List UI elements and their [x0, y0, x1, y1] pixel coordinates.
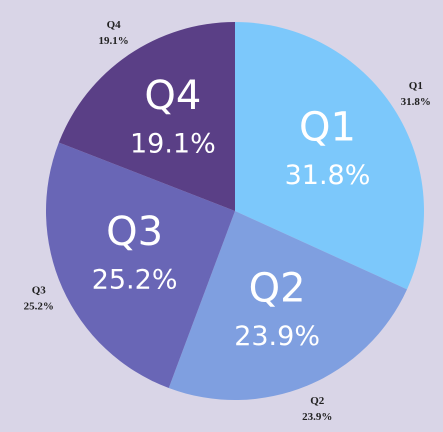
slice-percent: 25.2%: [92, 264, 178, 295]
slice-percent: 23.9%: [234, 321, 320, 352]
outer-percent: 25.2%: [24, 300, 54, 312]
pie-slice: [45, 142, 235, 389]
outer-percent: 19.1%: [98, 35, 128, 47]
pie-slice: [235, 22, 424, 290]
pie-slice: [168, 211, 408, 400]
outer-name: Q3: [32, 284, 47, 296]
outer-name: Q2: [310, 395, 325, 407]
outer-name: Q4: [107, 19, 122, 31]
slice-name: Q1: [299, 104, 356, 150]
outer-name: Q1: [409, 80, 423, 92]
outer-percent: 31.8%: [401, 96, 431, 108]
slice-name: Q3: [106, 209, 163, 255]
slice-name: Q4: [144, 73, 201, 119]
slice-percent: 31.8%: [285, 160, 371, 191]
outer-percent: 23.9%: [302, 411, 332, 423]
slice-percent: 19.1%: [130, 129, 216, 160]
slice-name: Q2: [249, 266, 306, 312]
pie-slice: [58, 21, 235, 211]
